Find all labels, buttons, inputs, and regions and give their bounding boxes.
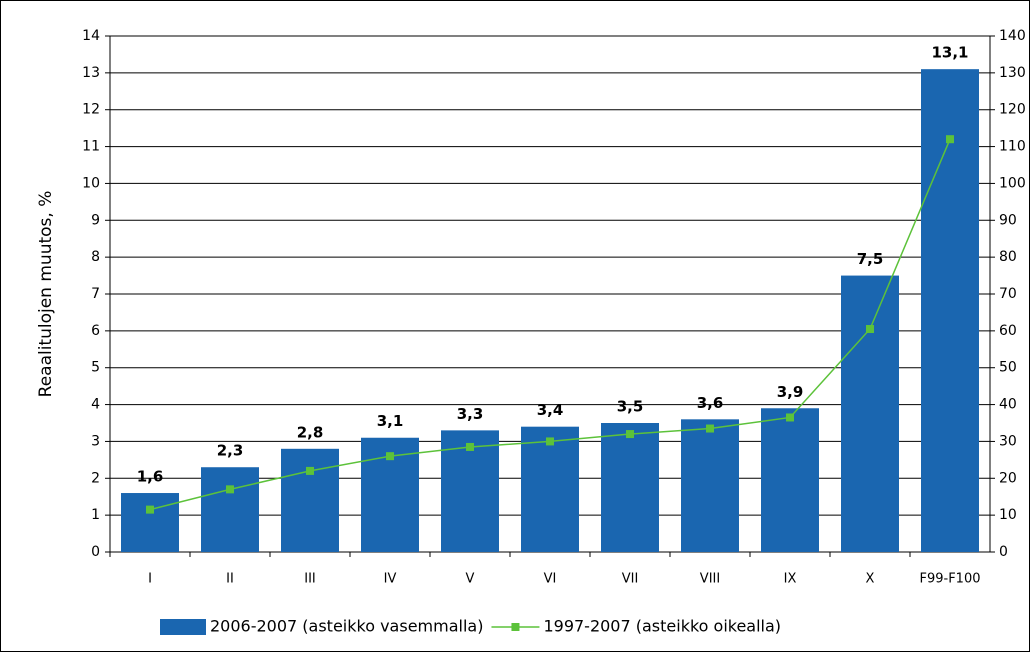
bar xyxy=(681,419,739,552)
value-label: 2,3 xyxy=(217,442,244,460)
x-tick-label: IX xyxy=(784,572,797,587)
line-marker xyxy=(226,485,234,494)
y2-tick-label: 130 xyxy=(999,65,1026,81)
bar xyxy=(761,408,819,552)
value-label: 3,5 xyxy=(617,398,644,416)
x-tick-label: VII xyxy=(622,572,639,587)
x-tick-label: IV xyxy=(384,572,397,587)
line-marker xyxy=(306,466,314,475)
y2-tick-label: 30 xyxy=(999,433,1017,449)
legend-label: 1997-2007 (asteikko oikealla) xyxy=(543,617,781,636)
y-tick-label: 7 xyxy=(91,286,100,302)
y-tick-label: 13 xyxy=(82,65,100,81)
y2-tick-label: 10 xyxy=(999,507,1017,523)
bar xyxy=(921,69,979,553)
x-tick-label: II xyxy=(226,572,234,587)
y2-tick-label: 140 xyxy=(999,28,1026,44)
value-label: 1,6 xyxy=(137,468,164,486)
value-label: 3,1 xyxy=(377,412,404,430)
y2-tick-label: 90 xyxy=(999,212,1017,228)
y-tick-label: 8 xyxy=(91,249,100,265)
y-tick-label: 10 xyxy=(82,175,100,191)
bar xyxy=(121,493,179,552)
x-tick-label: V xyxy=(466,572,475,587)
x-tick-label: F99-F100 xyxy=(919,572,980,587)
x-tick-label: III xyxy=(304,572,316,587)
x-tick-label: VI xyxy=(544,572,557,587)
value-label: 2,8 xyxy=(297,423,324,441)
legend-marker xyxy=(511,623,520,631)
bar xyxy=(201,467,259,552)
y2-tick-label: 100 xyxy=(999,175,1026,191)
y-tick-label: 12 xyxy=(82,102,100,118)
y2-tick-label: 120 xyxy=(999,102,1026,118)
y-tick-label: 4 xyxy=(91,397,100,413)
line-marker xyxy=(146,505,154,514)
y-tick-label: 14 xyxy=(82,28,100,44)
bar xyxy=(521,426,579,552)
bar xyxy=(601,423,659,552)
value-label: 3,6 xyxy=(697,394,724,412)
bar xyxy=(281,448,339,552)
y-tick-label: 0 xyxy=(91,544,100,560)
legend-swatch xyxy=(160,619,206,635)
y-tick-label: 2 xyxy=(91,470,100,486)
y2-tick-label: 50 xyxy=(999,360,1017,376)
y-tick-label: 1 xyxy=(91,507,100,523)
y2-tick-label: 110 xyxy=(999,139,1026,155)
line-marker xyxy=(626,430,634,439)
y-tick-label: 6 xyxy=(91,323,100,339)
line-marker xyxy=(466,442,474,451)
value-label: 3,4 xyxy=(537,401,564,419)
value-label: 3,9 xyxy=(777,383,804,401)
y-tick-label: 11 xyxy=(82,139,100,155)
y2-tick-label: 0 xyxy=(999,544,1008,560)
x-tick-label: VIII xyxy=(700,572,720,587)
value-label: 3,3 xyxy=(457,405,484,423)
line-marker xyxy=(866,325,874,334)
y-axis-label: Reaalitulojen muutos, % xyxy=(36,191,56,398)
y-tick-label: 9 xyxy=(91,212,100,228)
y-tick-label: 5 xyxy=(91,360,100,376)
y2-tick-label: 40 xyxy=(999,397,1017,413)
x-tick-label: X xyxy=(866,572,875,587)
value-label: 13,1 xyxy=(931,44,968,62)
line-marker xyxy=(786,413,794,422)
y2-tick-label: 70 xyxy=(999,286,1017,302)
y2-tick-label: 20 xyxy=(999,470,1017,486)
y2-tick-label: 80 xyxy=(999,249,1017,265)
line-marker xyxy=(386,452,394,461)
legend-label: 2006-2007 (asteikko vasemmalla) xyxy=(210,617,483,636)
value-label: 7,5 xyxy=(857,250,884,268)
line-marker xyxy=(946,135,954,144)
y2-tick-label: 60 xyxy=(999,323,1017,339)
line-marker xyxy=(706,424,714,433)
y-tick-label: 3 xyxy=(91,433,100,449)
bar xyxy=(841,275,899,552)
x-tick-label: I xyxy=(148,572,152,587)
line-marker xyxy=(546,437,554,446)
